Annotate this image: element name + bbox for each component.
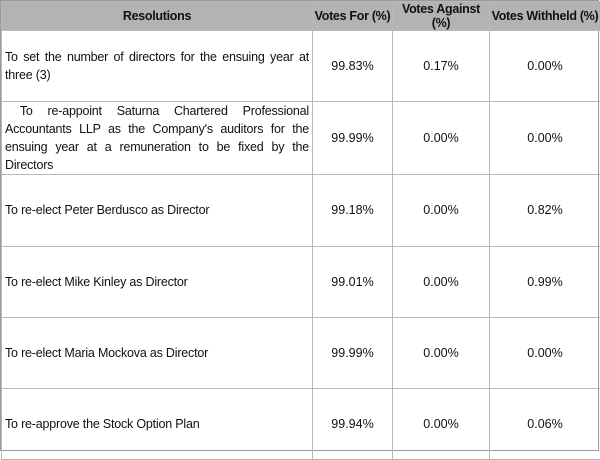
table-row: To re-elect Peter Berdusco as Director 9…: [2, 175, 600, 246]
header-resolutions: Resolutions: [2, 2, 313, 31]
table-row: To re-approve the Stock Option Plan 99.9…: [2, 389, 600, 460]
table-row: To re-elect Maria Mockova as Director 99…: [2, 317, 600, 388]
votes-for-cell: 99.99%: [313, 317, 393, 388]
votes-against-cell: 0.00%: [393, 102, 490, 175]
votes-withheld-cell: 0.06%: [490, 389, 600, 460]
table-header: Resolutions Votes For (%) Votes Against …: [2, 2, 600, 31]
header-votes-against: Votes Against (%): [393, 2, 490, 31]
table-body: To set the number of directors for the e…: [2, 31, 600, 460]
votes-withheld-cell: 0.00%: [490, 31, 600, 102]
header-row: Resolutions Votes For (%) Votes Against …: [2, 2, 600, 31]
voting-results-table-container: Resolutions Votes For (%) Votes Against …: [0, 0, 599, 451]
votes-against-cell: 0.00%: [393, 175, 490, 246]
votes-for-cell: 99.01%: [313, 246, 393, 317]
table-row: To re-appoint Saturna Chartered Professi…: [2, 102, 600, 175]
votes-withheld-cell: 0.00%: [490, 317, 600, 388]
resolution-cell: To set the number of directors for the e…: [2, 31, 313, 102]
header-votes-withheld: Votes Withheld (%): [490, 2, 600, 31]
table-row: To set the number of directors for the e…: [2, 31, 600, 102]
resolution-cell: To re-appoint Saturna Chartered Professi…: [2, 102, 313, 175]
votes-against-cell: 0.00%: [393, 389, 490, 460]
votes-against-cell: 0.00%: [393, 317, 490, 388]
resolution-cell: To re-elect Maria Mockova as Director: [2, 317, 313, 388]
votes-withheld-cell: 0.00%: [490, 102, 600, 175]
resolution-cell: To re-approve the Stock Option Plan: [2, 389, 313, 460]
votes-for-cell: 99.94%: [313, 389, 393, 460]
resolution-cell: To re-elect Peter Berdusco as Director: [2, 175, 313, 246]
votes-for-cell: 99.18%: [313, 175, 393, 246]
votes-against-cell: 0.00%: [393, 246, 490, 317]
votes-withheld-cell: 0.99%: [490, 246, 600, 317]
votes-for-cell: 99.83%: [313, 31, 393, 102]
votes-against-cell: 0.17%: [393, 31, 490, 102]
table-row: To re-elect Mike Kinley as Director 99.0…: [2, 246, 600, 317]
votes-for-cell: 99.99%: [313, 102, 393, 175]
header-votes-for: Votes For (%): [313, 2, 393, 31]
votes-withheld-cell: 0.82%: [490, 175, 600, 246]
resolution-cell: To re-elect Mike Kinley as Director: [2, 246, 313, 317]
